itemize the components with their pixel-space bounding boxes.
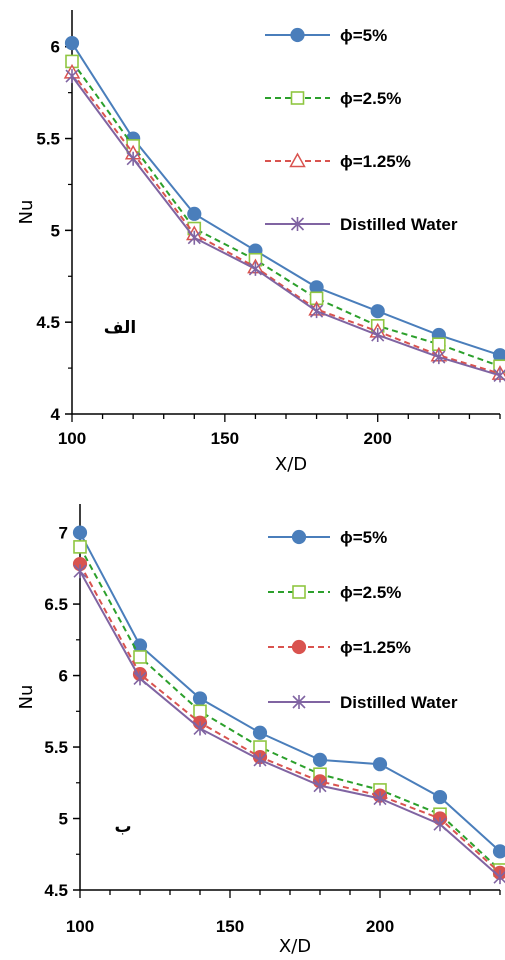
legend-marker: [292, 585, 306, 599]
y-tick-label: 5.5: [36, 130, 60, 149]
legend-label: Distilled Water: [340, 693, 458, 712]
legend-label: ϕ=2.5%: [340, 89, 401, 108]
series-line: [79, 570, 501, 878]
y-tick-label: 4.5: [36, 313, 60, 332]
y-tick-label: 6.5: [44, 595, 68, 614]
legend-label: Distilled Water: [340, 215, 458, 234]
data-point: [432, 350, 446, 365]
series-line: [71, 75, 501, 377]
data-point: [370, 304, 385, 319]
y-axis-label: Nu: [16, 200, 37, 225]
y-tick-label: 4: [51, 405, 61, 424]
legend-label: ϕ=1.25%: [340, 638, 411, 657]
chart-top: 4 4.5 5 5.5 6 100 150 200 X/D Nu ϕ=5% ϕ=2.5% ϕ=1.25%…: [16, 10, 505, 475]
data-point: [64, 35, 80, 51]
series-line: [79, 563, 501, 874]
data-point: [72, 525, 88, 540]
legend-marker: [291, 529, 307, 545]
data-point: [493, 368, 505, 383]
data-point: [371, 328, 385, 343]
data-point: [133, 671, 147, 686]
series-line: [71, 42, 501, 357]
data-point: [433, 817, 447, 832]
data-point: [192, 691, 208, 706]
data-point: [193, 721, 207, 736]
data-point: [73, 540, 87, 554]
data-point: [133, 650, 147, 664]
data-point: [132, 638, 148, 653]
x-axis-label: X/D: [275, 454, 307, 475]
panel-annotation: ب: [114, 817, 131, 837]
y-axis-label: Nu: [16, 685, 37, 710]
x-tick-label: 150: [211, 429, 239, 448]
legend-label: ϕ=2.5%: [340, 583, 401, 602]
legend-marker: [290, 217, 305, 231]
series-line: [79, 532, 501, 853]
data-point: [187, 230, 201, 245]
data-point: [253, 752, 267, 767]
data-point: [373, 791, 387, 806]
data-point: [312, 752, 328, 768]
x-tick-label: 200: [364, 429, 392, 448]
y-tick-label: 6: [59, 667, 68, 686]
data-point: [252, 725, 268, 740]
data-point: [126, 151, 140, 166]
x-axis-label: X/D: [279, 936, 311, 957]
data-point: [193, 704, 207, 719]
data-point: [372, 757, 388, 772]
legend-marker: [292, 695, 306, 709]
y-tick-label: 5: [59, 810, 68, 829]
chart-bottom: 4.5 5 5.5 6 6.5 7 100 150 200 X/D Nu ϕ=5% ϕ=2.5% ϕ=1.…: [16, 504, 505, 957]
legend-label: ϕ=1.25%: [340, 152, 411, 171]
data-point: [248, 261, 262, 276]
data-point: [432, 789, 448, 805]
legend-marker: [290, 27, 305, 43]
legend-label: ϕ=5%: [340, 26, 387, 45]
panel-annotation: الف: [104, 318, 136, 338]
legend-marker: [290, 91, 305, 105]
legend-label: ϕ=5%: [340, 528, 387, 547]
y-tick-label: 6: [51, 38, 60, 57]
x-tick-label: 150: [216, 917, 244, 936]
data-point: [65, 69, 79, 84]
y-tick-label: 4.5: [44, 881, 68, 900]
series-line: [71, 60, 501, 368]
x-tick-label: 100: [58, 429, 86, 448]
y-tick-label: 5: [51, 221, 60, 240]
y-tick-label: 5.5: [44, 738, 68, 757]
data-point: [492, 844, 505, 859]
legend-marker: [289, 152, 306, 168]
x-tick-label: 200: [366, 917, 394, 936]
data-point: [73, 564, 87, 579]
data-point: [493, 870, 505, 885]
y-tick-label: 7: [59, 524, 68, 543]
data-point: [187, 206, 202, 221]
x-tick-label: 100: [66, 917, 94, 936]
data-point: [310, 304, 324, 319]
data-point: [313, 778, 327, 793]
legend-marker: [291, 639, 307, 655]
